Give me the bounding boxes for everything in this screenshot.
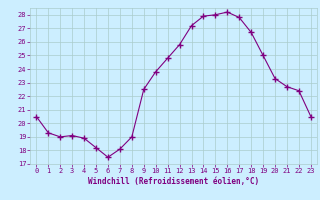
X-axis label: Windchill (Refroidissement éolien,°C): Windchill (Refroidissement éolien,°C) bbox=[88, 177, 259, 186]
